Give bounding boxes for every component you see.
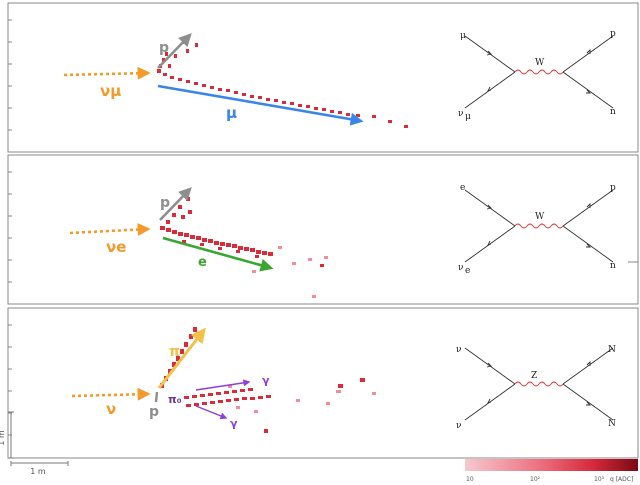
proton-label: p — [149, 404, 159, 420]
color-scale: 10 10² 10³ q [ADC] — [465, 459, 638, 483]
color-scale-unit: q [ADC] — [610, 476, 633, 483]
gamma-arrow-upper — [195, 379, 251, 391]
feynman-diagram: ν ν Z N N — [456, 345, 616, 431]
feynman-bottom-right: n — [610, 261, 616, 271]
scale-bars: 1 m 1 m — [0, 411, 69, 476]
neutrino-label: ν — [106, 400, 116, 418]
feynman-bottom-right: N — [608, 419, 616, 429]
feynman-bottom-left-sub: μ — [465, 112, 471, 122]
neutrino-arrow — [71, 387, 151, 401]
panel-nue-cc: νe p e e ν e W p n — [7, 154, 639, 305]
panel-frame — [7, 154, 639, 305]
gamma-label-upper: γ — [262, 374, 270, 387]
pion-label: π — [169, 344, 180, 360]
neutrino-arrow — [69, 223, 151, 237]
proton-arrow — [154, 391, 159, 403]
panel-frame — [7, 2, 639, 153]
feynman-bottom-left: ν — [458, 263, 463, 273]
muon-arrow — [157, 84, 364, 126]
feynman-bottom-left-sub: e — [465, 266, 470, 276]
neutrino-label: νe — [106, 238, 126, 256]
hit-cluster — [160, 197, 328, 298]
horizontal-scale-label: 1 m — [30, 467, 46, 476]
feynman-diagram: e ν e W p n — [458, 183, 616, 276]
pion-arrow — [157, 327, 206, 389]
feynman-boson: Z — [531, 371, 537, 381]
feynman-top-right: N — [608, 345, 616, 355]
feynman-bottom-right: n — [610, 107, 616, 117]
electron-arrow — [162, 236, 274, 272]
feynman-diagram: μ ν μ W p n — [458, 29, 616, 122]
feynman-boson: W — [535, 212, 545, 222]
proton-arrow — [159, 187, 192, 221]
feynman-boson: W — [535, 58, 545, 68]
feynman-bottom-left: ν — [456, 421, 461, 431]
gamma-label-lower: γ — [230, 417, 238, 430]
left-ticks — [8, 19, 12, 131]
feynman-bottom-left: ν — [458, 109, 463, 119]
horizontal-scale-bar — [10, 461, 69, 466]
color-scale-bar — [465, 459, 638, 471]
muon-label: μ — [226, 104, 237, 122]
proton-label: p — [159, 40, 169, 56]
color-scale-tick: 10³ — [594, 476, 605, 483]
feynman-top-left: e — [460, 183, 465, 193]
neutrino-label: νμ — [100, 82, 121, 100]
left-ticks — [8, 171, 638, 283]
feynman-top-right: p — [610, 183, 616, 193]
electron-label: e — [198, 255, 207, 270]
color-scale-tick: 10 — [466, 476, 474, 483]
feynman-top-left: μ — [460, 31, 466, 41]
panel-frame — [7, 307, 639, 459]
proton-label: p — [160, 195, 170, 211]
gamma-arrow-lower — [195, 405, 228, 420]
panel-numu-cc: νμ p μ μ ν μ W p n — [7, 2, 639, 153]
feynman-top-left: ν — [456, 345, 461, 355]
vertical-scale-label: 1 m — [0, 430, 6, 446]
vertical-scale-bar — [8, 411, 14, 459]
pi0-label: π₀ — [168, 393, 182, 406]
panel-nc-pi0: ν p π π₀ γ γ ν ν Z N N — [7, 307, 639, 459]
neutrino-arrow — [63, 66, 151, 80]
feynman-top-right: p — [610, 29, 616, 39]
color-scale-tick: 10² — [530, 476, 541, 483]
proton-arrow — [157, 33, 192, 69]
